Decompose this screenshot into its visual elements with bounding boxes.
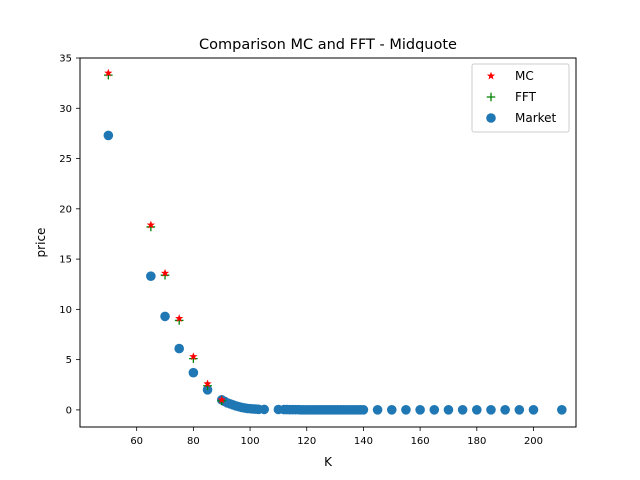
y-axis: 0 5 10 15 20 25 30 35 (59, 54, 80, 417)
legend-marker-fft (486, 92, 496, 102)
point-market (160, 311, 170, 322)
point-market (146, 271, 156, 281)
y-tick-label: 30 (59, 104, 72, 115)
point-mc (217, 395, 226, 404)
point-market (443, 405, 454, 415)
x-tick-label: 160 (411, 436, 430, 447)
series-mc (104, 68, 226, 404)
point-market (500, 405, 510, 415)
y-tick-label: 20 (59, 204, 72, 215)
point-market (472, 405, 482, 415)
axes-frame (79, 57, 577, 428)
chart-title: Comparison MC and FFT - Midquote (199, 37, 457, 53)
point-market (415, 405, 425, 415)
legend-label-mc: MC (515, 69, 534, 83)
point-mc (203, 379, 212, 388)
point-mc (175, 314, 184, 322)
point-mc (104, 68, 113, 77)
point-mc (189, 352, 198, 361)
point-mc (146, 220, 155, 229)
point-market (386, 405, 397, 415)
x-tick-label: 140 (354, 436, 373, 447)
x-tick-label: 60 (130, 436, 143, 447)
point-market (557, 405, 567, 415)
x-tick-label: 120 (297, 436, 316, 447)
y-tick-label: 25 (59, 154, 72, 165)
point-market (514, 405, 525, 415)
y-tick-label: 15 (59, 255, 72, 266)
x-axis: 60 80 100 120 140 160 180 200 (130, 427, 543, 447)
point-market (188, 367, 199, 378)
y-axis-label: price (34, 228, 48, 258)
legend-marker-mc (486, 71, 496, 80)
point-market (259, 404, 270, 415)
series-market (103, 130, 567, 415)
legend-label-market: Market (515, 111, 557, 125)
legend-box (471, 63, 570, 133)
x-tick-label: 180 (467, 436, 486, 447)
point-market (528, 405, 539, 415)
point-market (457, 405, 468, 415)
point-market (103, 130, 114, 141)
x-tick-label: 80 (187, 436, 200, 447)
y-tick-label: 35 (59, 54, 72, 65)
point-mc (160, 268, 170, 277)
x-axis-label: K (324, 455, 333, 469)
point-market (174, 343, 184, 354)
point-market (358, 405, 369, 415)
point-market (429, 405, 440, 415)
x-tick-label: 100 (241, 436, 260, 447)
legend-label-fft: FFT (515, 90, 537, 104)
y-tick-label: 5 (66, 355, 72, 366)
legend-marker-market (486, 113, 496, 123)
x-tick-label: 200 (524, 436, 543, 447)
y-tick-label: 10 (59, 305, 72, 316)
point-market (401, 405, 411, 415)
point-market (372, 405, 383, 415)
y-tick-label: 0 (66, 406, 72, 417)
point-market (486, 405, 496, 415)
plot-area (103, 68, 567, 415)
legend: MC FFT Market (471, 63, 570, 133)
